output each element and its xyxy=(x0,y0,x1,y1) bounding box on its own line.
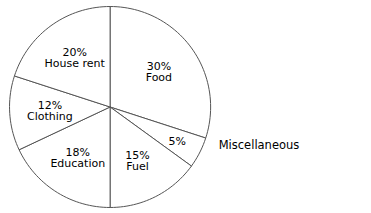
svg-text:12%Clothing: 12%Clothing xyxy=(27,99,73,123)
svg-text:30%Food: 30%Food xyxy=(146,60,172,84)
svg-text:18%Education: 18%Education xyxy=(50,146,105,170)
svg-text:Miscellaneous: Miscellaneous xyxy=(219,138,300,152)
svg-text:15%Fuel: 15%Fuel xyxy=(125,149,149,173)
svg-text:5%: 5% xyxy=(169,135,186,148)
svg-text:20%House rent: 20%House rent xyxy=(44,46,105,70)
